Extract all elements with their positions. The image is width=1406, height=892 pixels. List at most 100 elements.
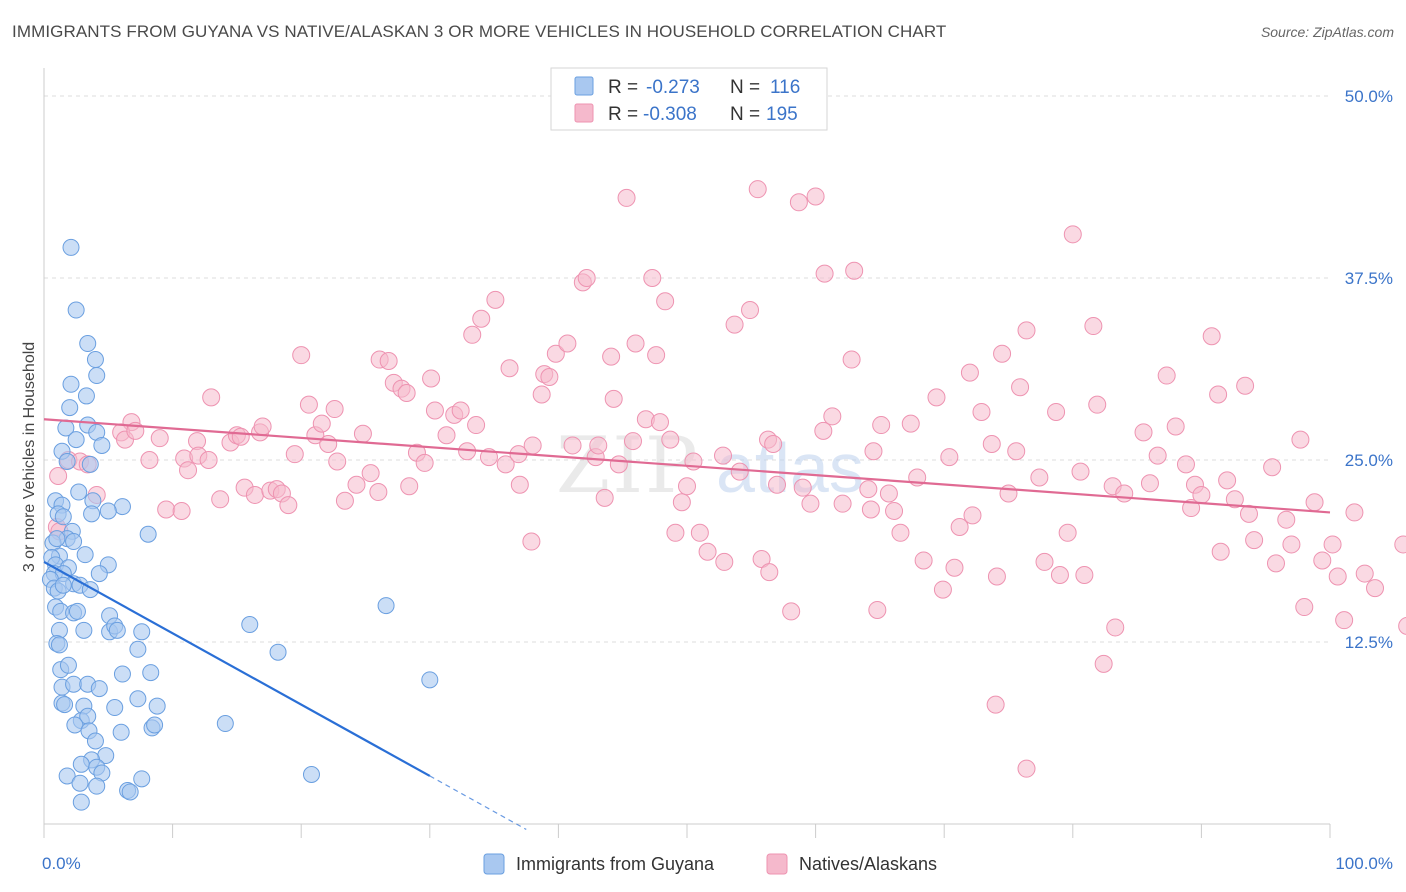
data-point-pink [510, 475, 529, 494]
data-point-pink [1209, 385, 1228, 404]
trendline-pink [43, 418, 1331, 514]
data-point-pink [1017, 759, 1036, 778]
data-point-pink [589, 436, 608, 455]
data-point-pink [815, 264, 834, 283]
x-tick-label-right: 100.0% [1335, 854, 1393, 873]
data-point-pink [292, 346, 311, 365]
grid-layer [44, 95, 1330, 643]
data-point-pink [1182, 499, 1201, 518]
data-point-pink [1050, 566, 1069, 585]
legend-r-label: R = [608, 104, 638, 125]
data-point-pink [472, 309, 491, 328]
data-point-pink [768, 475, 787, 494]
data-point-blue [377, 597, 395, 615]
data-point-blue [241, 616, 259, 634]
data-point-pink [231, 427, 250, 446]
data-point-blue [106, 699, 124, 717]
legend-r-value-pink: -0.308 [643, 104, 697, 125]
data-point-blue [133, 770, 151, 788]
data-point-pink [986, 695, 1005, 714]
data-point-pink [347, 475, 366, 494]
data-point-pink [604, 389, 623, 408]
trendlines [43, 418, 1331, 830]
data-point-pink [643, 269, 662, 287]
data-point-blue [67, 431, 85, 449]
data-point-blue [72, 793, 90, 811]
data-point-pink [842, 350, 861, 369]
data-point-pink [1366, 579, 1385, 598]
data-point-pink [1236, 376, 1255, 395]
trendline-blue [43, 560, 431, 777]
data-point-pink [451, 401, 470, 420]
bottom-legend-swatch-blue [483, 853, 505, 875]
data-point-blue [139, 525, 157, 543]
trendline-blue-extension [429, 775, 527, 830]
data-point-pink [486, 290, 505, 309]
data-point-pink [650, 413, 669, 432]
y-tick-label: 25.0% [1345, 451, 1393, 470]
data-point-blue [62, 238, 80, 256]
data-point-pink [1291, 430, 1310, 449]
data-point-pink [1094, 654, 1113, 673]
data-point-pink [1084, 317, 1103, 336]
data-point-blue [83, 505, 101, 523]
legend-swatch-pink [574, 103, 594, 123]
data-point-pink [602, 347, 621, 366]
data-point-pink [199, 451, 218, 469]
data-point-blue [58, 452, 76, 470]
chart-title: IMMIGRANTS FROM GUYANA VS NATIVE/ALASKAN… [12, 22, 947, 41]
y-tick-label: 50.0% [1345, 87, 1393, 106]
data-point-blue [93, 436, 111, 454]
data-point-pink [927, 388, 946, 407]
data-point-pink [1225, 490, 1244, 509]
data-point-pink [1157, 366, 1176, 385]
axis-layer [43, 68, 1331, 838]
data-point-pink [698, 542, 717, 561]
data-point-pink [253, 417, 272, 436]
data-point-pink [725, 315, 744, 334]
data-point-pink [319, 434, 338, 453]
data-point-pink [1398, 617, 1406, 635]
data-point-blue [54, 576, 72, 594]
data-point-pink [279, 496, 298, 515]
data-point-pink [157, 500, 176, 519]
data-point-pink [933, 580, 952, 599]
data-point-pink [1058, 523, 1077, 542]
data-point-pink [950, 517, 969, 536]
data-point-pink [328, 452, 347, 471]
legend-n-value-blue: 116 [770, 77, 800, 98]
data-point-pink [1176, 455, 1195, 474]
data-point-pink [1305, 493, 1324, 512]
data-point-blue [108, 621, 126, 639]
y-axis-title: 3 or more Vehicles in Household [21, 342, 38, 572]
data-point-pink [987, 567, 1006, 586]
legend-r-value-blue: -0.273 [646, 77, 700, 98]
data-point-pink [400, 477, 419, 496]
data-point-pink [1345, 503, 1364, 522]
data-point-pink [1282, 535, 1301, 554]
data-point-pink [1211, 542, 1230, 561]
data-point-pink [617, 188, 636, 207]
data-point-pink [595, 488, 614, 507]
data-point-pink [715, 552, 734, 571]
data-point-pink [872, 416, 891, 435]
data-point-blue [59, 656, 77, 674]
data-point-blue [146, 716, 164, 734]
series-natives-alaskans [47, 180, 1406, 778]
data-point-pink [1030, 468, 1049, 487]
bottom-legend: Immigrants from Guyana Natives/Alaskans [483, 853, 937, 875]
data-point-blue [129, 690, 147, 708]
chart-source: Source: ZipAtlas.com [1260, 24, 1394, 40]
data-point-blue [76, 546, 94, 564]
data-point-blue [62, 375, 80, 393]
data-point-blue [90, 680, 108, 698]
data-point-pink [179, 461, 198, 480]
data-point-pink [1394, 535, 1406, 554]
data-point-pink [1047, 402, 1066, 421]
data-point-pink [940, 448, 959, 467]
data-point-blue [148, 697, 166, 715]
data-point-blue [113, 498, 131, 516]
data-point-blue [50, 636, 68, 654]
data-point-pink [140, 451, 159, 469]
data-point-pink [982, 434, 1001, 453]
